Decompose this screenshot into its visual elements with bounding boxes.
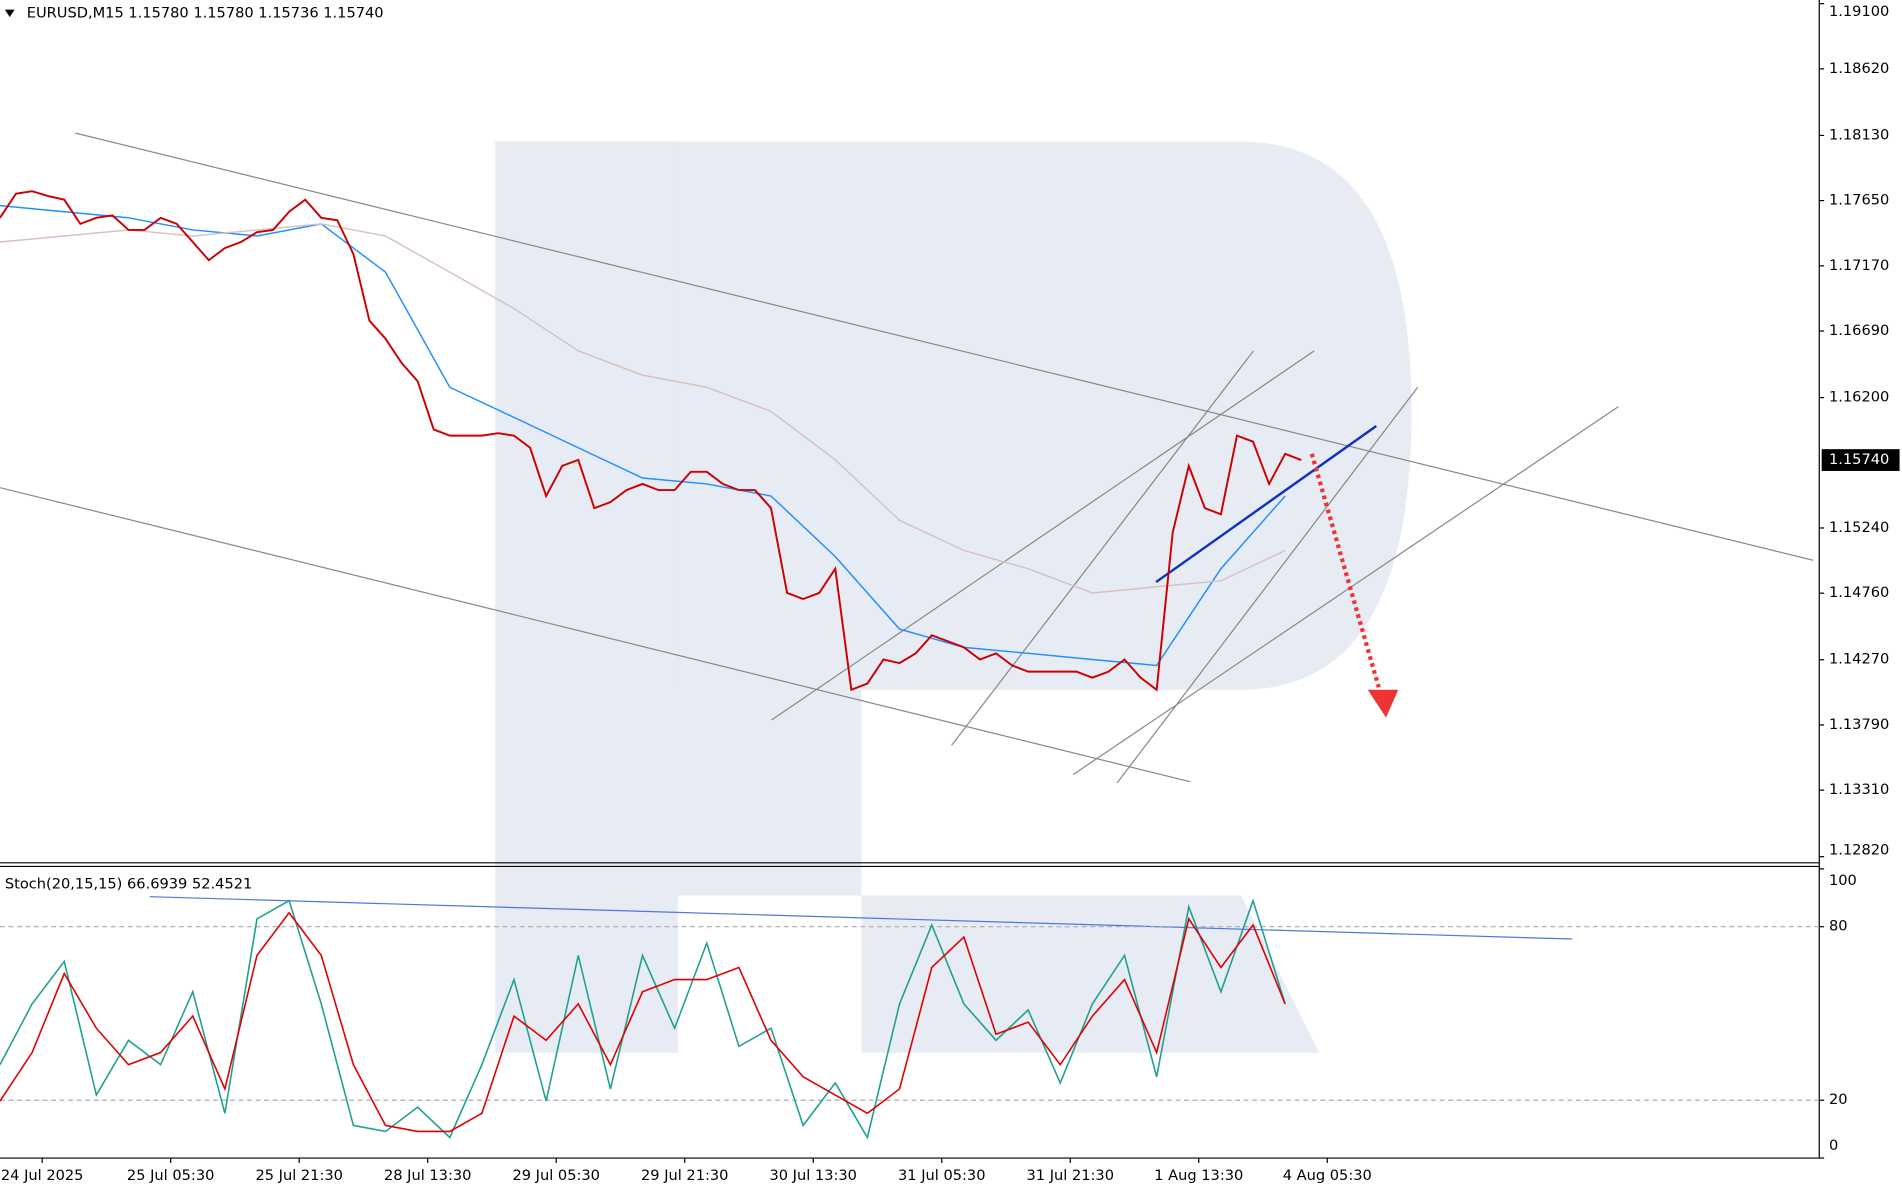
y-tick-label: 1.13310: [1829, 781, 1889, 798]
x-tick-label: 24 Jul 2025: [1, 1167, 84, 1184]
x-tick-label: 28 Jul 13:30: [384, 1167, 471, 1184]
x-tick-label: 30 Jul 13:30: [770, 1167, 857, 1184]
x-tick-label: 29 Jul 21:30: [641, 1167, 728, 1184]
y-tick-label: 1.16690: [1829, 322, 1889, 339]
menu-arrow[interactable]: [4, 9, 15, 17]
x-tick-label: 4 Aug 05:30: [1283, 1167, 1372, 1184]
x-tick-label: 25 Jul 05:30: [127, 1167, 214, 1184]
price-tag-label: 1.15740: [1829, 451, 1889, 468]
x-tick-label: 25 Jul 21:30: [255, 1167, 342, 1184]
stoch-header: Stoch(20,15,15) 66.6939 52.4521: [5, 876, 252, 893]
y-tick-label: 0: [1829, 1137, 1838, 1154]
x-tick-label: 29 Jul 05:30: [512, 1167, 599, 1184]
y-tick-label: 1.17170: [1829, 257, 1889, 274]
y-tick-label: 80: [1829, 918, 1848, 935]
watermark: [495, 141, 1412, 1053]
y-tick-label: 1.18130: [1829, 126, 1889, 143]
y-tick-label: 1.15240: [1829, 519, 1889, 536]
x-tick-label: 31 Jul 21:30: [1027, 1167, 1114, 1184]
symbol-header: EURUSD,M15 1.15780 1.15780 1.15736 1.157…: [27, 4, 384, 21]
y-tick-label: 1.19100: [1829, 3, 1889, 20]
y-tick-label: 1.16200: [1829, 389, 1889, 406]
y-tick-label: 1.13790: [1829, 716, 1889, 733]
x-tick-label: 31 Jul 05:30: [898, 1167, 985, 1184]
price-line: [0, 190, 1302, 692]
moving-average: [0, 204, 1286, 667]
y-tick-label: 1.14270: [1829, 651, 1889, 668]
price-tag: [1821, 449, 1900, 471]
stoch-line: [0, 898, 1286, 1140]
y-tick-label: 20: [1829, 1091, 1848, 1108]
channel-line: [1155, 424, 1378, 584]
forecast-arrow-head: [1367, 689, 1399, 718]
y-tick-label: 1.17650: [1829, 192, 1889, 209]
y-tick-label: 100: [1829, 872, 1857, 889]
stoch-trendline: [149, 896, 1573, 940]
stoch-line: [0, 911, 1286, 1133]
x-tick-label: 1 Aug 13:30: [1154, 1167, 1243, 1184]
y-tick-label: 1.14760: [1829, 584, 1889, 601]
y-tick-label: 1.12820: [1829, 842, 1889, 859]
moving-average: [0, 223, 1286, 594]
y-tick-label: 1.18620: [1829, 60, 1889, 77]
trendlines: [0, 132, 1814, 784]
